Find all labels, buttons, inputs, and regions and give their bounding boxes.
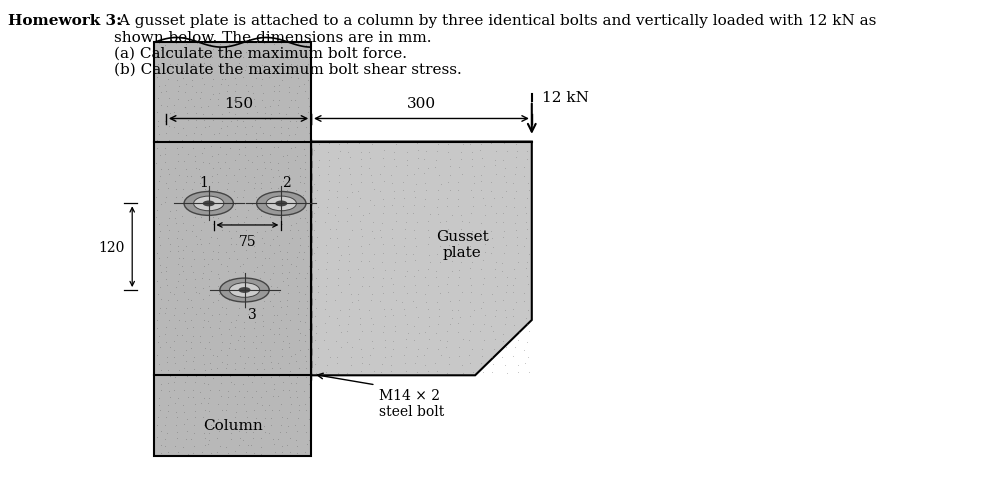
Circle shape [256,192,306,216]
Text: 2: 2 [281,175,290,190]
Text: 3: 3 [248,307,256,321]
Circle shape [194,197,224,211]
Text: M14 × 2
steel bolt: M14 × 2 steel bolt [379,388,444,419]
Text: 120: 120 [97,240,124,254]
Circle shape [239,288,250,293]
Text: A gusset plate is attached to a column by three identical bolts and vertically l: A gusset plate is attached to a column b… [114,14,877,77]
Circle shape [220,278,269,302]
Text: Homework 3:: Homework 3: [8,14,121,28]
Text: 1: 1 [200,175,209,190]
Text: 12 kN: 12 kN [542,91,588,105]
Text: 150: 150 [224,96,253,110]
Bar [154,43,311,456]
Circle shape [230,283,259,298]
Text: 75: 75 [239,234,256,248]
Circle shape [266,197,296,211]
Circle shape [203,201,215,207]
Circle shape [275,201,287,207]
Circle shape [184,192,234,216]
Text: Column: Column [203,418,262,432]
Text: 300: 300 [407,96,436,110]
Polygon shape [311,142,532,375]
Text: Gusset
plate: Gusset plate [435,230,489,260]
